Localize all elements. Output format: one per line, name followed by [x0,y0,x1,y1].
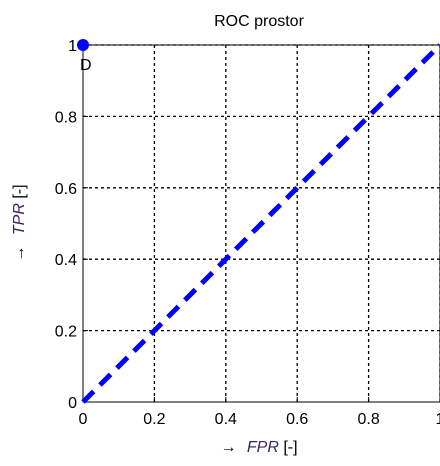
x-axis-label-var: FPR [247,439,279,456]
y-tick-label: 1 [68,38,77,55]
chart-title: ROC prostor [214,13,304,30]
x-tick-label: 0.2 [143,411,165,428]
y-tick-label: 0.6 [55,181,77,198]
series-line [81,43,440,404]
x-tick-label: 0.4 [215,411,237,428]
x-tick-label: 0.8 [357,411,379,428]
y-axis-label-arrow: → [11,246,28,262]
y-axis-label-var: TPR [11,203,28,235]
point-marker [77,39,89,51]
x-tick-label: 0 [79,411,88,428]
y-axis-label-unit: [-] [11,184,28,198]
y-tick-label: 0.2 [55,324,77,341]
x-axis-label: → FPR [-] [220,439,297,456]
y-tick-label: 0.4 [55,252,77,269]
x-axis-label-unit: [-] [283,439,297,456]
plot-frame [82,44,440,403]
ticks-layer: 0 0.2 0.4 0.6 0.8 1 0 0.2 0.4 0.6 0.8 1 [55,38,440,428]
y-tick-label: 0 [68,395,77,412]
point-label: D [80,57,92,74]
y-axis-label: → TPR [-] [11,184,28,261]
x-tick-label: 0.6 [286,411,308,428]
series-layer [81,43,440,404]
x-tick-label: 1 [436,411,440,428]
points-layer: D [77,39,92,74]
x-axis-label-arrow: → [220,439,236,456]
y-tick-label: 0.8 [55,109,77,126]
